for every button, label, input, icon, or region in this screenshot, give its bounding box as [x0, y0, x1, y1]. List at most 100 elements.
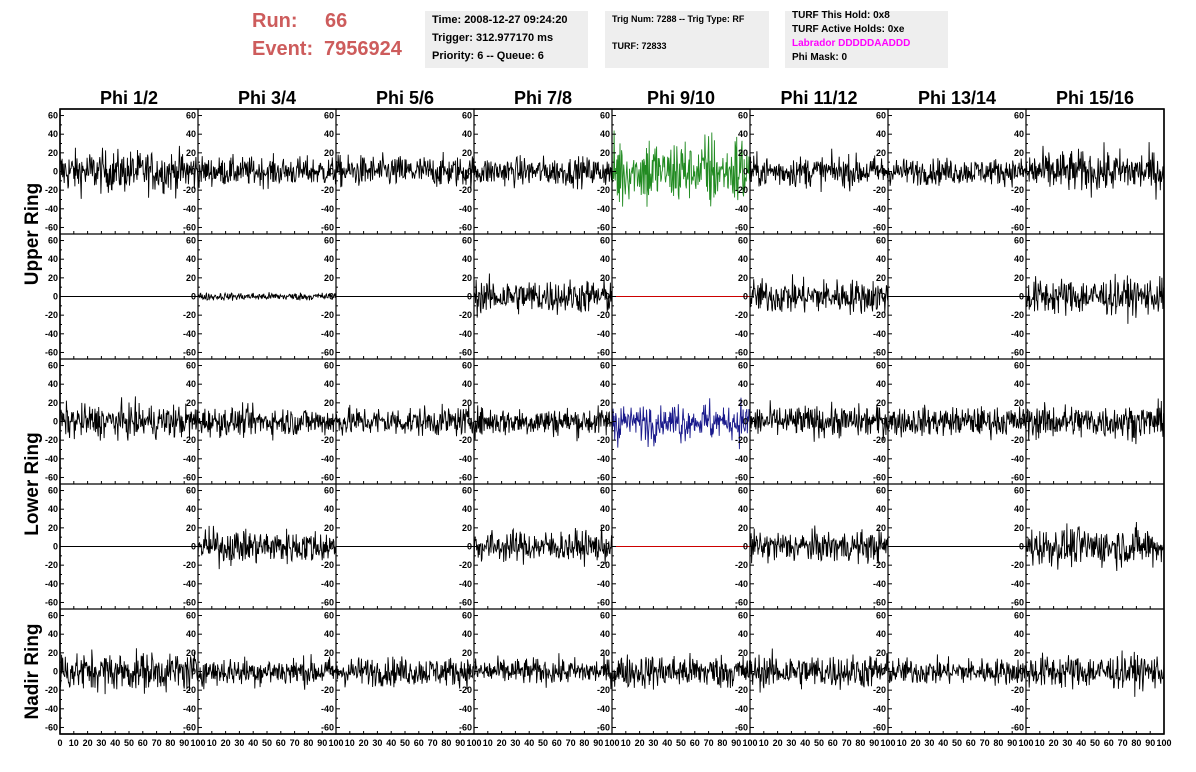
y-tick-label: 20	[324, 273, 334, 283]
y-tick-label: 20	[738, 648, 748, 658]
waveform-trace	[749, 274, 889, 316]
y-tick-label: 40	[738, 629, 748, 639]
y-tick-label: 40	[1014, 129, 1024, 139]
waveform-trace	[749, 525, 889, 565]
y-tick-label: 60	[876, 611, 886, 621]
y-tick-label: -20	[735, 435, 748, 445]
y-tick-label: 40	[1014, 379, 1024, 389]
y-tick-label: -20	[735, 560, 748, 570]
x-tick-label: 80	[165, 738, 175, 748]
waveform-trace	[887, 157, 1027, 188]
y-tick-label: 60	[600, 611, 610, 621]
y-tick-label: -60	[183, 597, 196, 607]
y-tick-label: 60	[186, 236, 196, 246]
y-tick-label: -20	[45, 685, 58, 695]
y-tick-label: 20	[186, 148, 196, 158]
y-tick-label: 0	[191, 667, 196, 677]
y-tick-label: -20	[597, 685, 610, 695]
y-tick-label: -60	[321, 597, 334, 607]
x-tick-label: 30	[648, 738, 658, 748]
y-tick-label: -60	[873, 472, 886, 482]
y-tick-label: -40	[597, 704, 610, 714]
y-tick-label: 60	[324, 236, 334, 246]
y-tick-label: 40	[186, 254, 196, 264]
y-tick-label: 60	[186, 111, 196, 121]
x-tick-label: 10	[483, 738, 493, 748]
y-tick-label: 20	[738, 523, 748, 533]
y-tick-label: -40	[459, 204, 472, 214]
y-tick-label: 60	[324, 486, 334, 496]
y-tick-label: 0	[191, 417, 196, 427]
x-tick-label: 50	[124, 738, 134, 748]
y-tick-label: -60	[597, 722, 610, 732]
y-tick-label: -60	[735, 472, 748, 482]
y-tick-label: -20	[321, 435, 334, 445]
y-tick-label: 60	[48, 236, 58, 246]
y-tick-label: 40	[876, 379, 886, 389]
y-tick-label: -60	[735, 597, 748, 607]
y-tick-label: -60	[597, 347, 610, 357]
y-tick-label: 0	[743, 167, 748, 177]
x-tick-label: 10	[207, 738, 217, 748]
y-tick-label: 60	[876, 111, 886, 121]
y-tick-label: 0	[1019, 667, 1024, 677]
waveform-trace	[1025, 521, 1165, 572]
column-title: Phi 15/16	[1056, 88, 1134, 108]
y-tick-label: 60	[48, 611, 58, 621]
y-tick-label: 20	[1014, 273, 1024, 283]
waveform-trace	[749, 148, 889, 193]
y-tick-label: -60	[183, 472, 196, 482]
y-tick-label: -60	[183, 722, 196, 732]
waveform-trace	[887, 404, 1027, 441]
y-tick-label: -20	[873, 435, 886, 445]
y-tick-label: 60	[600, 111, 610, 121]
y-tick-label: 40	[1014, 504, 1024, 514]
y-tick-label: -60	[45, 472, 58, 482]
y-tick-label: 0	[881, 417, 886, 427]
y-tick-label: 40	[48, 629, 58, 639]
y-tick-label: -60	[1011, 222, 1024, 232]
y-tick-label: -60	[321, 472, 334, 482]
y-tick-label: 20	[186, 648, 196, 658]
x-tick-label: 40	[662, 738, 672, 748]
y-tick-label: -40	[597, 454, 610, 464]
y-tick-label: 60	[600, 361, 610, 371]
y-tick-label: 40	[324, 504, 334, 514]
x-tick-label: 40	[524, 738, 534, 748]
waveform-trace	[197, 153, 337, 190]
y-tick-label: -60	[459, 597, 472, 607]
y-tick-label: -20	[1011, 185, 1024, 195]
waveform-trace	[473, 653, 613, 690]
y-tick-label: -20	[735, 185, 748, 195]
y-tick-label: 0	[1019, 417, 1024, 427]
y-tick-label: -20	[45, 310, 58, 320]
y-tick-label: 0	[467, 292, 472, 302]
x-tick-label: 30	[786, 738, 796, 748]
y-tick-label: 0	[53, 292, 58, 302]
y-tick-label: 40	[876, 254, 886, 264]
y-tick-label: 20	[462, 148, 472, 158]
y-tick-label: -40	[1011, 704, 1024, 714]
x-tick-label: 50	[400, 738, 410, 748]
x-tick-label: 10	[621, 738, 631, 748]
y-tick-label: -40	[321, 329, 334, 339]
y-tick-label: 0	[881, 667, 886, 677]
y-tick-label: 20	[462, 398, 472, 408]
y-tick-label: -60	[321, 722, 334, 732]
x-tick-label: 30	[924, 738, 934, 748]
x-tick-label: 20	[773, 738, 783, 748]
y-tick-label: -40	[873, 329, 886, 339]
y-tick-label: -40	[183, 204, 196, 214]
y-tick-label: -60	[597, 222, 610, 232]
y-tick-label: 60	[1014, 486, 1024, 496]
y-tick-label: -40	[873, 579, 886, 589]
x-tick-label: 80	[579, 738, 589, 748]
y-tick-label: -40	[321, 579, 334, 589]
y-tick-label: 60	[738, 236, 748, 246]
y-tick-label: 60	[876, 361, 886, 371]
y-tick-label: 0	[743, 542, 748, 552]
y-tick-label: 20	[876, 273, 886, 283]
y-tick-label: 0	[743, 292, 748, 302]
x-tick-label: 50	[814, 738, 824, 748]
y-tick-label: 20	[600, 648, 610, 658]
